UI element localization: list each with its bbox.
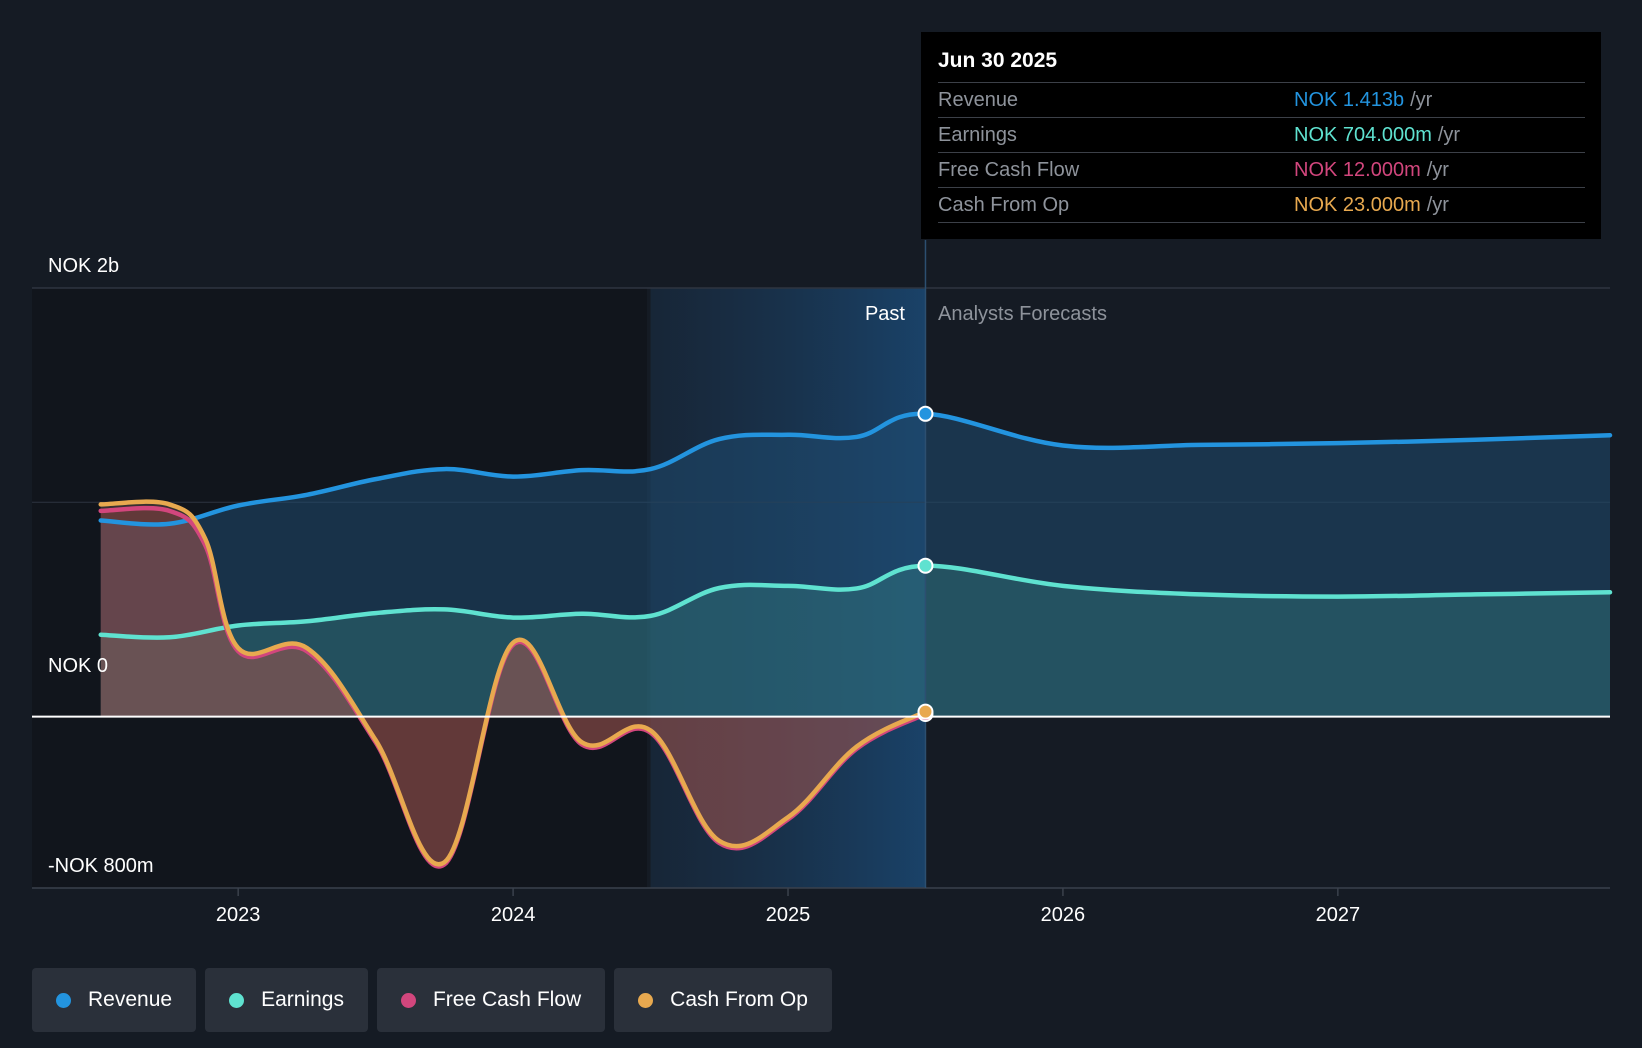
- tooltip-row-free-cash-flow: Free Cash Flow NOK 12.000m /yr: [938, 152, 1585, 187]
- x-tick-label: 2026: [1041, 904, 1086, 926]
- tooltip-value: NOK 12.000m: [1294, 158, 1421, 181]
- tooltip-unit: /yr: [1426, 158, 1449, 181]
- tooltip-unit: /yr: [1410, 88, 1433, 111]
- x-tick-label: 2027: [1316, 904, 1361, 926]
- free-cash-flow-dot-icon: [400, 992, 416, 1008]
- legend-item-revenue[interactable]: Revenue: [32, 968, 197, 1032]
- cash-from-op-dot-icon: [638, 992, 654, 1008]
- revenue-area: [100, 413, 1610, 717]
- forecast-label: Analysts Forecasts: [938, 303, 1107, 325]
- cash-from-op-area: [100, 501, 926, 865]
- legend-label: Free Cash Flow: [432, 988, 582, 1011]
- legend-item-earnings[interactable]: Earnings: [205, 968, 368, 1032]
- legend-label: Cash From Op: [670, 988, 808, 1011]
- legend-item-cash-from-op[interactable]: Cash From Op: [614, 968, 832, 1032]
- legend: Revenue Earnings Free Cash Flow Cash Fro…: [32, 968, 832, 1032]
- x-tick-label: 2023: [216, 904, 261, 926]
- earnings-point: [917, 557, 934, 574]
- x-tick-label: 2025: [766, 904, 811, 926]
- legend-label: Earnings: [261, 988, 344, 1011]
- earnings-line: [98, 563, 1613, 640]
- y-label-top: NOK 2b: [48, 255, 119, 277]
- tooltip-unit: /yr: [1437, 123, 1461, 146]
- y-label-bottom: -NOK 800m: [48, 855, 154, 877]
- cash-from-op-point: [917, 703, 934, 720]
- legend-label: Revenue: [88, 988, 173, 1011]
- earnings-area: [100, 565, 1610, 717]
- revenue-line: [98, 411, 1613, 527]
- tooltip-value: NOK 1.413b: [1294, 88, 1405, 111]
- tooltip-label: Free Cash Flow: [938, 158, 1080, 181]
- cash-from-op-line: [98, 499, 928, 867]
- free-cash-flow-area: [100, 508, 926, 867]
- legend-item-free-cash-flow[interactable]: Free Cash Flow: [376, 968, 606, 1032]
- tooltip-value: NOK 23.000m: [1294, 193, 1421, 216]
- tooltip-row-earnings: Earnings NOK 704.000m /yr: [938, 117, 1585, 152]
- earnings-dot-icon: [229, 992, 245, 1008]
- tooltip-unit: /yr: [1426, 193, 1449, 216]
- y-label-zero: NOK 0: [48, 655, 108, 677]
- revenue-point: [917, 405, 934, 422]
- x-tick-label: 2024: [491, 904, 536, 926]
- tooltip-row-revenue: Revenue NOK 1.413b /yr: [938, 82, 1585, 117]
- tooltip-date: Jun 30 2025: [938, 49, 1058, 72]
- tooltip-label: Cash From Op: [938, 193, 1070, 216]
- tooltip-value: NOK 704.000m: [1294, 123, 1432, 146]
- tooltip: Jun 30 2025 Revenue NOK 1.413b /yr Earni…: [921, 32, 1601, 239]
- tooltip-label: Revenue: [938, 88, 1019, 111]
- tooltip-label: Earnings: [938, 123, 1017, 146]
- tooltip-row-cash-from-op: Cash From Op NOK 23.000m /yr: [938, 187, 1585, 223]
- revenue-dot-icon: [56, 992, 71, 1008]
- past-label: Past: [865, 303, 905, 325]
